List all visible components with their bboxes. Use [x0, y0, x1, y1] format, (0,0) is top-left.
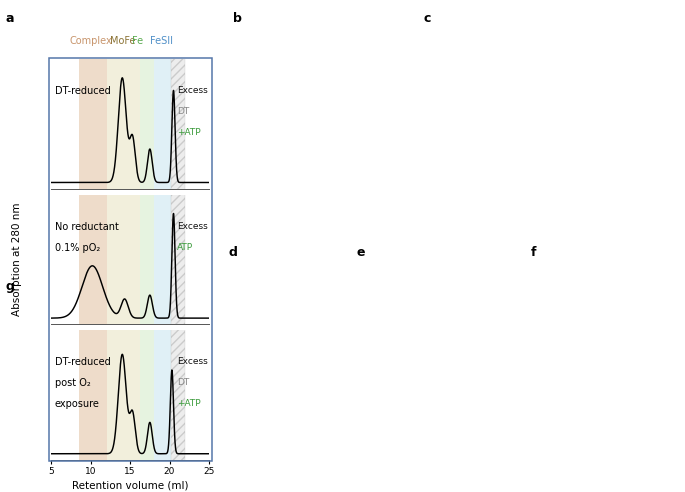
- Text: FeSII: FeSII: [150, 36, 173, 46]
- Text: 0.1% pO₂: 0.1% pO₂: [55, 243, 100, 253]
- Text: e: e: [356, 246, 364, 259]
- Text: DT: DT: [177, 107, 190, 116]
- Text: MoFe: MoFe: [110, 36, 135, 46]
- Bar: [153, 330, 171, 460]
- Text: c: c: [423, 12, 431, 25]
- Text: ATP: ATP: [177, 243, 194, 252]
- Text: exposure: exposure: [55, 400, 99, 409]
- Text: DT: DT: [177, 378, 190, 387]
- Bar: [140, 330, 153, 460]
- Text: DT-reduced: DT-reduced: [55, 86, 110, 96]
- Text: Complex: Complex: [69, 36, 112, 46]
- Text: a: a: [5, 12, 14, 25]
- Bar: [153, 59, 171, 189]
- Text: f: f: [531, 246, 536, 259]
- Text: Fe: Fe: [132, 36, 144, 46]
- Text: Absorption at 280 nm: Absorption at 280 nm: [12, 203, 22, 316]
- Bar: [107, 330, 140, 460]
- Text: No reductant: No reductant: [55, 222, 119, 232]
- Text: b: b: [233, 12, 242, 25]
- Bar: [79, 59, 106, 189]
- X-axis label: Retention volume (ml): Retention volume (ml): [72, 480, 188, 490]
- Bar: [79, 330, 106, 460]
- Bar: [153, 195, 171, 324]
- Text: post O₂: post O₂: [55, 378, 90, 388]
- Bar: [107, 195, 140, 324]
- Text: +ATP: +ATP: [177, 128, 201, 137]
- Bar: [107, 59, 140, 189]
- Text: Excess: Excess: [177, 222, 208, 231]
- Text: Excess: Excess: [177, 358, 208, 367]
- Text: +ATP: +ATP: [177, 400, 201, 408]
- Text: Excess: Excess: [177, 86, 208, 95]
- Bar: [140, 195, 153, 324]
- Text: d: d: [228, 246, 237, 259]
- Text: g: g: [5, 280, 14, 293]
- Bar: [79, 195, 106, 324]
- Bar: [140, 59, 153, 189]
- Text: DT-reduced: DT-reduced: [55, 358, 110, 368]
